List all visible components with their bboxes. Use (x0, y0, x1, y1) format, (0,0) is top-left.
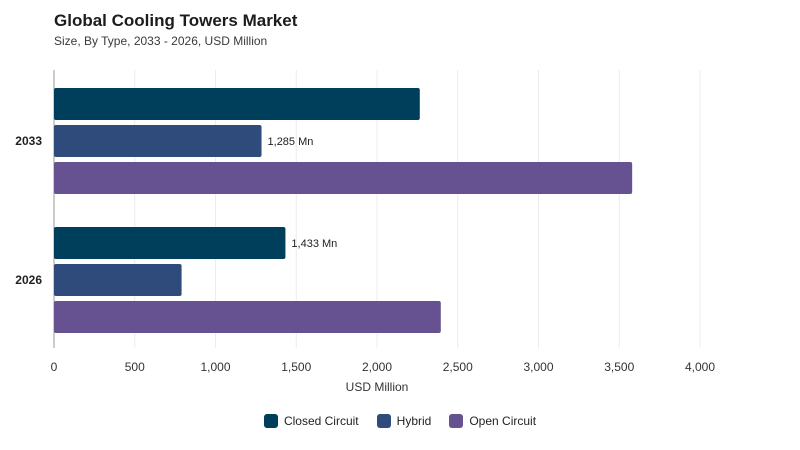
y-category-label: 2033 (15, 134, 42, 148)
x-tick-label: 3,000 (523, 360, 553, 374)
legend: Closed Circuit Hybrid Open Circuit (0, 414, 800, 428)
legend-item-hybrid[interactable]: Hybrid (376, 414, 432, 428)
bar-data-label: 1,433 Mn (291, 238, 337, 250)
bar (54, 88, 420, 120)
chart-subtitle: Size, By Type, 2033 - 2026, USD Million (54, 34, 268, 48)
legend-label-hybrid: Hybrid (396, 414, 432, 428)
x-tick-label: 1,500 (281, 360, 311, 374)
x-axis-title: USD Million (346, 380, 409, 394)
x-tick-label: 1,000 (200, 360, 230, 374)
chart-title: Global Cooling Towers Market (54, 11, 298, 30)
bar (54, 227, 286, 259)
y-category-label: 2026 (15, 273, 42, 287)
legend-item-open-circuit[interactable]: Open Circuit (449, 414, 536, 428)
x-tick-label: 3,500 (604, 360, 634, 374)
legend-label-open-circuit: Open Circuit (469, 414, 537, 428)
legend-swatch-open-circuit (449, 414, 464, 428)
bar (54, 162, 633, 194)
bar-data-label: 1,285 Mn (268, 136, 314, 148)
legend-swatch-closed-circuit (263, 414, 278, 428)
legend-label-closed-circuit: Closed Circuit (283, 414, 359, 428)
x-tick-label: 0 (51, 360, 58, 374)
bar (54, 301, 441, 333)
legend-item-closed-circuit[interactable]: Closed Circuit (263, 414, 359, 428)
bar (54, 125, 262, 157)
x-tick-label: 2,500 (443, 360, 473, 374)
x-tick-label: 2,000 (362, 360, 392, 374)
x-tick-label: 500 (125, 360, 145, 374)
bar (54, 264, 182, 296)
x-tick-label: 4,000 (685, 360, 715, 374)
legend-swatch-hybrid (376, 414, 391, 428)
